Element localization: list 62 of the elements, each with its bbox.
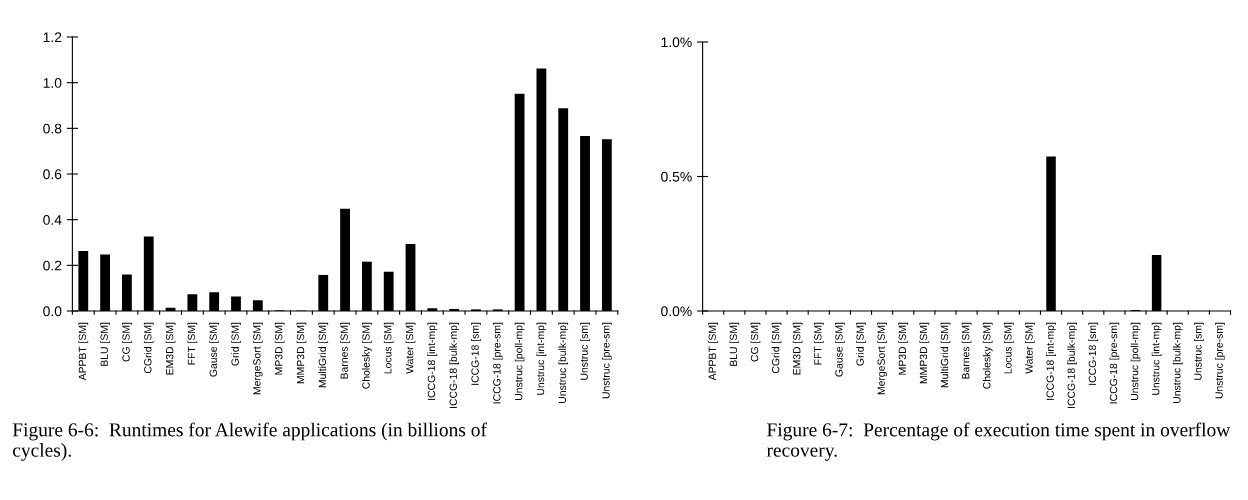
x-tick-label: Unstruc [pre-sm] (1215, 322, 1225, 399)
x-tick-label: ICCG-18 [int-mp] (1046, 322, 1056, 400)
y-tick-label: 0.6 (43, 169, 62, 180)
x-tick-label: Unstruc [bulk-mp] (558, 322, 569, 403)
x-tick-label: ICCG-18 [sm] (471, 322, 481, 385)
x-tick-label: MultiGrid [SM] (318, 322, 329, 388)
x-tick-label: MergeSort [SM] (252, 322, 263, 395)
caption: Figure 6-7: Percentage of execution time spent in overflow recovery. (766, 422, 1231, 461)
y-tick-label: 0.4 (43, 215, 62, 225)
x-tick-label: EM3D [SM] (792, 322, 803, 375)
y-tick-label: 1.2 (43, 32, 62, 43)
x-tick-label: MMP3D [SM] (296, 322, 307, 384)
x-tick-label: Unstruc [poll-mp] (514, 322, 525, 401)
y-tick-label: 1.0 (43, 78, 62, 88)
x-tick-label: Unstruc [int-mp] (1151, 322, 1162, 395)
x-tick-label: MergeSort [SM] (877, 322, 887, 395)
x-tick-label: ICCG-18 [pre-sm] (1109, 322, 1120, 404)
x-tick-label: ICCG-18 [bulk-mp] (1067, 322, 1078, 408)
x-tick-label: Water [SM] (1025, 322, 1035, 374)
x-tick-label: FFT [SM] (187, 322, 198, 365)
x-tick-label: Grid [SM] (856, 322, 866, 366)
x-tick-label: CG [SM] (750, 322, 761, 362)
x-tick-label: MP3D [SM] (898, 322, 909, 375)
x-tick-label: ICCG-18 [int-mp] (427, 322, 438, 400)
x-tick-label: MMP3D [SM] (919, 322, 930, 384)
x-tick-label: Unstruc [int-mp] (536, 322, 547, 395)
y-tick-label: 0.5% (661, 171, 692, 182)
x-tick-label: Barnes [SM] (961, 322, 972, 379)
x-tick-label: Unstruc [poll-mp] (1130, 322, 1141, 401)
y-tick-label: 0.8 (43, 123, 62, 134)
x-tick-label: Grid [SM] (231, 322, 241, 366)
x-tick-label: APPBT [SM] (708, 322, 719, 381)
x-tick-label: BLU [SM] (729, 322, 740, 366)
x-tick-label: EM3D [SM] (165, 322, 176, 375)
x-tick-label: ICCG-18 [sm] (1088, 322, 1099, 385)
y-tick-label: 0.0% (661, 306, 692, 317)
x-tick-label: Unstruc [bulk-mp] (1172, 322, 1183, 403)
y-tick-label: 1.0% (661, 37, 692, 48)
x-tick-label: APPBT [SM] (78, 322, 89, 381)
x-tick-label: Gause [SM] (835, 322, 845, 377)
x-tick-label: Unstruc [sm] (1194, 322, 1204, 380)
caption: Figure 6-6: Runtimes for Alewife applications (in billions of cycles). (12, 422, 487, 461)
x-tick-label: Barnes [SM] (340, 322, 350, 379)
x-tick-label: Unstruc [sm] (580, 322, 590, 380)
x-tick-label: Water [SM] (405, 322, 416, 374)
x-tick-label: Unstruc [pre-sm] (602, 322, 612, 399)
x-tick-label: Locus [SM] (383, 322, 394, 374)
x-tick-label: CGrid [SM] (771, 322, 782, 374)
x-tick-label: BLU [SM] (100, 322, 110, 366)
x-tick-label: MultiGrid [SM] (940, 322, 951, 388)
x-tick-label: Cholesky [SM] (362, 322, 372, 389)
x-tick-label: Gause [SM] (209, 322, 220, 377)
y-tick-label: 0.2 (43, 260, 62, 271)
x-tick-label: ICCG-18 [bulk-mp] (449, 322, 459, 408)
x-tick-label: MP3D [SM] (274, 322, 285, 375)
x-tick-label: CGrid [SM] (143, 322, 154, 374)
x-tick-label: FFT [SM] (813, 322, 824, 365)
x-tick-label: Locus [SM] (1003, 322, 1014, 374)
x-tick-label: CG [SM] (122, 322, 132, 362)
x-tick-label: ICCG-18 [pre-sm] (492, 322, 503, 404)
y-tick-label: 0.0 (43, 306, 62, 317)
x-tick-label: Cholesky [SM] (982, 322, 993, 389)
